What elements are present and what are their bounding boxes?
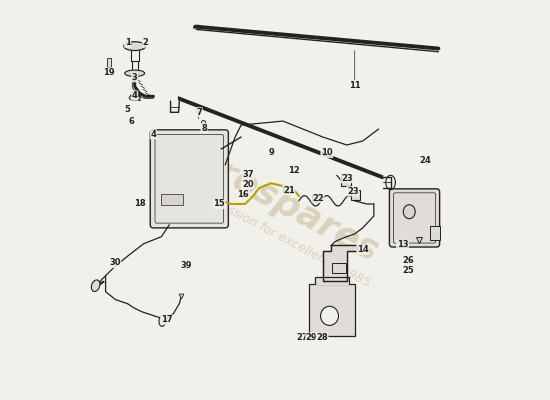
- Text: 27: 27: [296, 333, 308, 342]
- Text: Eurospares: Eurospares: [166, 131, 384, 269]
- Text: 14: 14: [357, 245, 368, 254]
- Text: 5: 5: [125, 105, 130, 114]
- Bar: [341, 174, 351, 186]
- Bar: [351, 190, 360, 200]
- Ellipse shape: [321, 306, 338, 326]
- Bar: [309, 284, 355, 336]
- Text: 6: 6: [129, 116, 134, 126]
- Text: 37: 37: [242, 170, 254, 178]
- Ellipse shape: [129, 96, 140, 100]
- Polygon shape: [315, 276, 349, 284]
- Bar: [161, 194, 183, 205]
- Ellipse shape: [159, 315, 166, 326]
- Bar: [312, 195, 320, 202]
- Text: 4: 4: [132, 91, 138, 100]
- FancyBboxPatch shape: [389, 189, 439, 247]
- Text: 20: 20: [242, 180, 254, 188]
- Text: 13: 13: [397, 240, 408, 249]
- Text: 29: 29: [306, 333, 317, 342]
- Text: 3: 3: [132, 73, 138, 82]
- Text: 1: 1: [125, 38, 130, 47]
- Text: 17: 17: [161, 315, 172, 324]
- Text: 7: 7: [196, 108, 202, 117]
- Bar: [431, 226, 441, 240]
- Text: 2: 2: [142, 38, 149, 47]
- Ellipse shape: [124, 42, 146, 50]
- Bar: [332, 262, 345, 272]
- Text: 8: 8: [201, 124, 207, 133]
- Text: 10: 10: [321, 148, 333, 158]
- Bar: [107, 58, 111, 67]
- Ellipse shape: [91, 280, 100, 292]
- Bar: [283, 186, 292, 193]
- Text: a passion for excellence 1985: a passion for excellence 1985: [201, 190, 373, 290]
- Ellipse shape: [125, 70, 145, 76]
- Text: 23: 23: [341, 174, 353, 182]
- Text: 16: 16: [237, 190, 249, 198]
- Text: 28: 28: [316, 333, 328, 342]
- Polygon shape: [323, 245, 357, 280]
- Ellipse shape: [403, 205, 415, 219]
- Text: 25: 25: [403, 266, 414, 276]
- Text: 21: 21: [283, 186, 295, 194]
- Text: 18: 18: [134, 200, 145, 208]
- Text: 23: 23: [347, 187, 359, 196]
- Text: 12: 12: [288, 166, 300, 176]
- Text: 19: 19: [102, 68, 114, 77]
- Text: 4: 4: [151, 130, 156, 139]
- FancyBboxPatch shape: [150, 130, 228, 228]
- Text: 30: 30: [109, 258, 120, 268]
- Text: 26: 26: [403, 256, 414, 265]
- Text: 39: 39: [181, 261, 192, 270]
- Text: 9: 9: [268, 148, 274, 158]
- Text: 11: 11: [349, 81, 361, 90]
- Text: 15: 15: [213, 200, 225, 208]
- Text: 24: 24: [420, 156, 432, 166]
- Text: 22: 22: [312, 194, 324, 202]
